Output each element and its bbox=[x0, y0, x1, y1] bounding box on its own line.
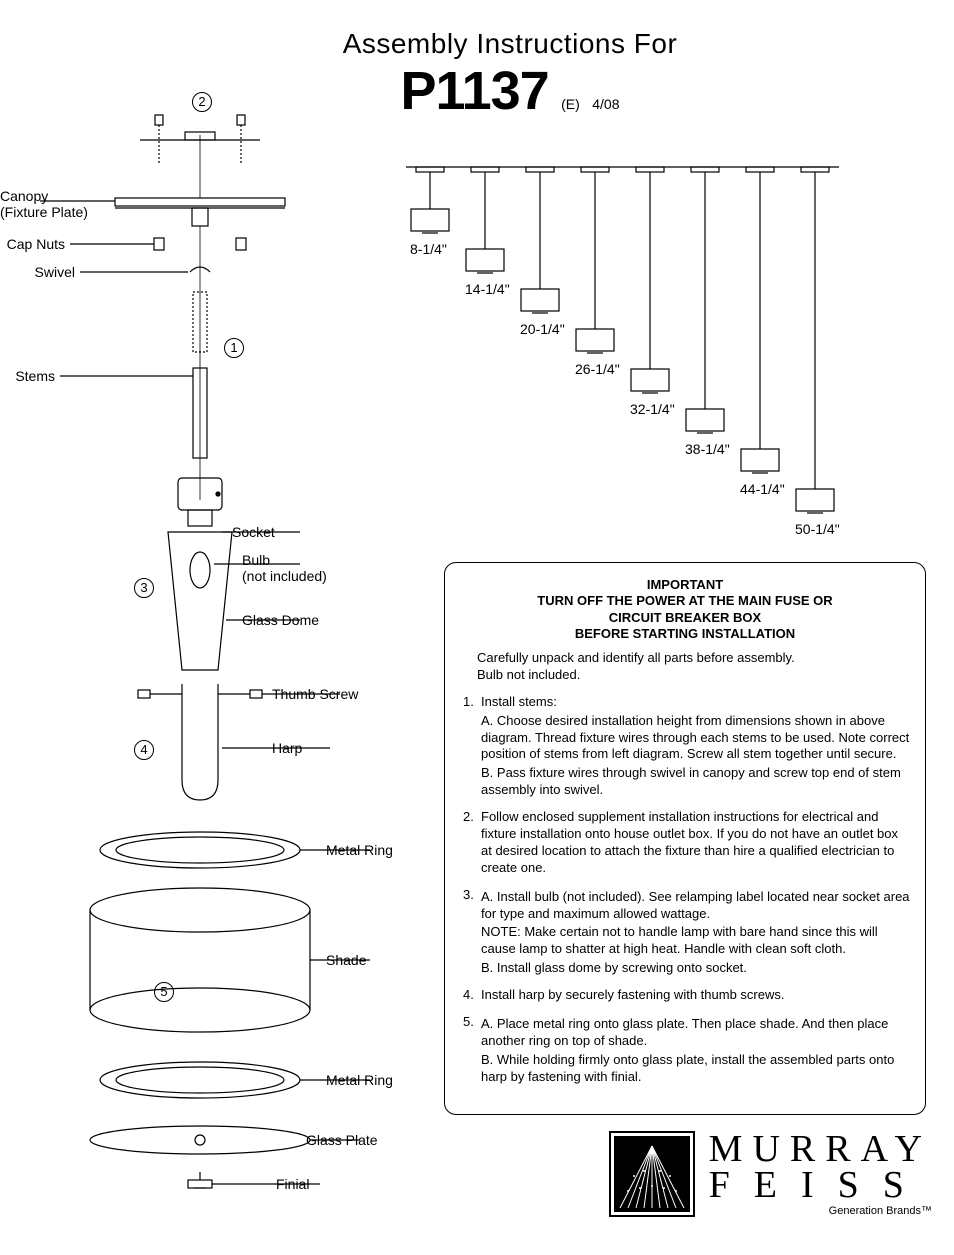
height-label: 50-1/4" bbox=[795, 521, 840, 537]
label-thumb-screw: Thumb Screw bbox=[272, 686, 358, 702]
title-prefix: Assembly Instructions For bbox=[300, 28, 720, 60]
step-5: 5. A. Place metal ring onto glass plate.… bbox=[463, 1014, 911, 1086]
step-circle-2: 2 bbox=[192, 92, 212, 112]
label-socket: Socket bbox=[232, 524, 275, 540]
instructions-intro: Carefully unpack and identify all parts … bbox=[477, 650, 911, 684]
label-cap-nuts: Cap Nuts bbox=[0, 236, 65, 252]
label-glass-dome: Glass Dome bbox=[242, 612, 319, 628]
step-2: 2. Follow enclosed supplement installati… bbox=[463, 809, 911, 877]
height-chart-svg bbox=[400, 160, 930, 560]
brand-sub: Generation Brands™ bbox=[709, 1205, 932, 1217]
brand-line2: FEISS bbox=[709, 1167, 932, 1203]
brand-icon bbox=[609, 1131, 695, 1217]
step-1: 1. Install stems: A. Choose desired inst… bbox=[463, 694, 911, 799]
step-4: 4. Install harp by securely fastening wi… bbox=[463, 987, 911, 1004]
height-label: 8-1/4" bbox=[410, 241, 447, 257]
instructions-heading: IMPORTANT TURN OFF THE POWER AT THE MAIN… bbox=[459, 577, 911, 642]
label-bulb: Bulb (not included) bbox=[242, 552, 327, 584]
height-label: 26-1/4" bbox=[575, 361, 620, 377]
label-glass-plate: Glass Plate bbox=[306, 1132, 378, 1148]
height-label: 44-1/4" bbox=[740, 481, 785, 497]
brand-text: MURRAY FEISS Generation Brands™ bbox=[709, 1131, 932, 1217]
instructions-box: IMPORTANT TURN OFF THE POWER AT THE MAIN… bbox=[444, 562, 926, 1115]
step-3: 3. A. Install bulb (not included). See r… bbox=[463, 887, 911, 977]
height-label: 14-1/4" bbox=[465, 281, 510, 297]
label-finial: Finial bbox=[276, 1176, 309, 1192]
height-label: 20-1/4" bbox=[520, 321, 565, 337]
brand-line1: MURRAY bbox=[709, 1131, 932, 1167]
exploded-diagram: 2 1 3 4 5 Canopy (Fixture Plate) Cap Nut… bbox=[10, 80, 430, 1250]
label-canopy: Canopy (Fixture Plate) bbox=[0, 188, 110, 220]
step-circle-4: 4 bbox=[134, 740, 154, 760]
date: 4/08 bbox=[592, 96, 619, 112]
revision: (E) bbox=[561, 96, 580, 112]
label-stems: Stems bbox=[0, 368, 55, 384]
label-swivel: Swivel bbox=[0, 264, 75, 280]
label-metal-ring-top: Metal Ring bbox=[326, 842, 393, 858]
step-circle-1: 1 bbox=[224, 338, 244, 358]
step-circle-3: 3 bbox=[134, 578, 154, 598]
height-chart: 8-1/4" 14-1/4" 20-1/4" 26-1/4" 32-1/4" 38-1/4… bbox=[400, 160, 930, 560]
label-harp: Harp bbox=[272, 740, 302, 756]
label-metal-ring-bottom: Metal Ring bbox=[326, 1072, 393, 1088]
height-label: 38-1/4" bbox=[685, 441, 730, 457]
height-label: 32-1/4" bbox=[630, 401, 675, 417]
brand-logo-block: MURRAY FEISS Generation Brands™ bbox=[609, 1131, 932, 1217]
step-circle-5: 5 bbox=[154, 982, 174, 1002]
label-shade: Shade bbox=[326, 952, 366, 968]
